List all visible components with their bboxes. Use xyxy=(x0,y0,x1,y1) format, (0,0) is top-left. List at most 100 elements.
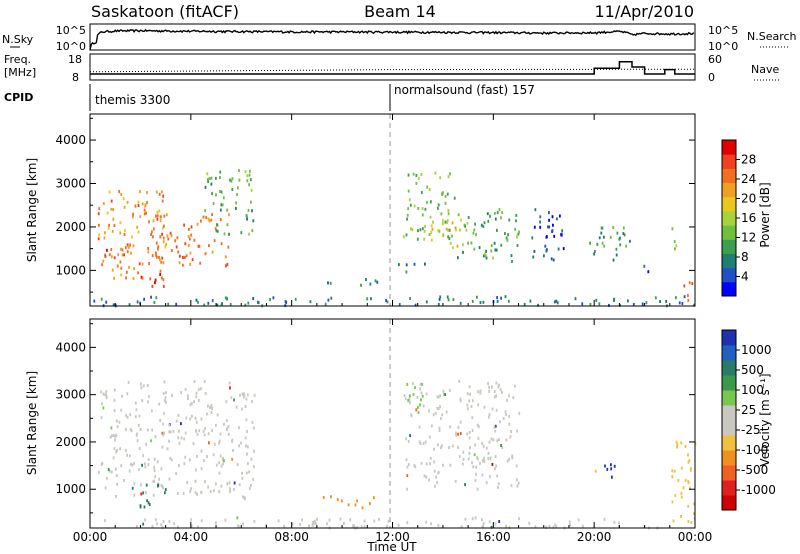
velocity-cells xyxy=(98,379,697,530)
echo-region-1 xyxy=(104,246,129,260)
noise-left-tick-top: 10^5 xyxy=(56,24,86,37)
echo-region-7 xyxy=(398,262,426,274)
power-panel: 1000 2000 3000 4000 Slant Range [km] 4 8 12 16… xyxy=(25,113,772,308)
x-tick-label: 04:00 xyxy=(174,530,209,544)
colorbar-tick-label: 1000 xyxy=(741,343,772,357)
y-tick-label: 1000 xyxy=(55,263,86,277)
cpid-mode-1: themis 3300 xyxy=(95,93,170,107)
colorbar-cell xyxy=(722,281,736,297)
freq-left-tick-top: 18 xyxy=(68,53,82,66)
noise-trace xyxy=(89,28,695,51)
colorbar-cell xyxy=(722,465,736,481)
velocity-colorbar: 1000 500 100 25 -25 -100 -500 -1000 xyxy=(721,329,776,511)
colorbar-cell xyxy=(722,239,736,254)
nsky-label: N.Sky xyxy=(2,33,34,46)
y-tick-label: 2000 xyxy=(55,435,86,449)
echo-region-7 xyxy=(104,516,696,530)
colorbar-tick-label: -100 xyxy=(741,443,768,457)
echo-region-0 xyxy=(97,190,167,280)
colorbar-tick-label: 25 xyxy=(741,403,756,417)
noise-panel: N.Sky 10^5 10^0 10^5 10^0 N.Search xyxy=(2,23,797,53)
colorbar-cell xyxy=(722,168,736,184)
beam-title: Beam 14 xyxy=(364,2,436,21)
echo-region-4 xyxy=(204,169,255,236)
colorbar-cell xyxy=(722,495,736,511)
colorbar-cell xyxy=(722,345,736,361)
colorbar-tick-label: 16 xyxy=(741,211,756,225)
echo-region-5 xyxy=(327,281,332,285)
colorbar-cell xyxy=(722,450,736,466)
freq-left-tick-bottom: 8 xyxy=(72,71,79,84)
colorbar-cell xyxy=(722,360,736,376)
echo-region-12 xyxy=(589,225,631,262)
time-axis: 00:00 04:00 08:00 12:00 16:00 20:00 00:00 xyxy=(73,114,713,544)
echo-region-0 xyxy=(98,380,256,501)
colorbar-cell xyxy=(722,375,736,391)
power-colorbar: 4 8 12 16 20 24 28 xyxy=(721,139,756,297)
echo-region-13 xyxy=(643,264,650,274)
colorbar-cell xyxy=(722,225,736,240)
velocity-panel: 1000 2000 3000 4000 Slant Range [km] 1000 50… xyxy=(25,318,776,530)
cpid-mode-2: normalsound (fast) 157 xyxy=(394,83,535,97)
noise-right-tick-top: 10^5 xyxy=(708,24,738,37)
echo-region-6 xyxy=(671,440,697,524)
nave-right-tick-bottom: 0 xyxy=(708,71,715,84)
colorbar-cell xyxy=(722,140,736,155)
y-tick-label: 3000 xyxy=(55,388,86,402)
station-title: Saskatoon (fitACF) xyxy=(91,2,239,21)
noise-left-tick-bottom: 10^0 xyxy=(56,40,86,53)
nave-line xyxy=(89,68,696,73)
nsky-line xyxy=(89,28,695,51)
colorbar-cell xyxy=(722,253,736,269)
mhz-label: [MHz] xyxy=(4,66,36,79)
power-colorbar-label: Power [dB] xyxy=(758,182,772,247)
colorbar-cell xyxy=(722,330,736,346)
echo-region-11 xyxy=(531,208,565,262)
colorbar-tick-label: -500 xyxy=(741,463,768,477)
colorbar-cell xyxy=(722,154,736,169)
echo-region-4 xyxy=(406,382,424,415)
colorbar-cell xyxy=(722,196,736,212)
power-ylabel: Slant Range [km] xyxy=(25,158,39,262)
colorbar-cell xyxy=(722,480,736,496)
colorbar-cell xyxy=(722,267,736,283)
freq-line xyxy=(90,61,695,75)
velocity-ylabel: Slant Range [km] xyxy=(25,371,39,475)
colorbar-tick-label: 100 xyxy=(741,383,764,397)
echo-region-1 xyxy=(131,483,167,509)
echo-region-15 xyxy=(683,281,694,302)
cpid-bar: CPID themis 3300 normalsound (fast) 157 xyxy=(4,83,535,111)
velocity-y-axis: 1000 2000 3000 4000 xyxy=(55,323,695,514)
time-axis-title: Time UT xyxy=(366,540,417,554)
echo-region-5 xyxy=(594,463,616,479)
colorbar-tick-label: 12 xyxy=(741,231,756,245)
colorbar-tick-label: 24 xyxy=(741,172,756,186)
colorbar-cell xyxy=(722,420,736,436)
x-tick-label: 08:00 xyxy=(274,530,309,544)
noise-right-tick-bottom: 10^0 xyxy=(708,40,738,53)
y-tick-label: 2000 xyxy=(55,220,86,234)
colorbar-cell xyxy=(722,405,736,421)
nave-label: Nave xyxy=(751,63,779,76)
x-tick-label: 16:00 xyxy=(476,530,511,544)
colorbar-tick-label: -25 xyxy=(741,423,761,437)
power-y-axis: 1000 2000 3000 4000 xyxy=(55,117,695,293)
colorbar-frame xyxy=(721,329,737,511)
colorbar-tick-label: 28 xyxy=(741,153,756,167)
echo-region-10 xyxy=(457,208,520,263)
cpid-label: CPID xyxy=(4,91,33,104)
x-tick-label: 00:00 xyxy=(73,530,108,544)
date-title: 11/Apr/2010 xyxy=(594,2,694,21)
freq-panel: Freq. [MHz] 18 8 60 0 Nave xyxy=(4,53,780,84)
echo-region-9 xyxy=(430,218,469,250)
freq-label: Freq. xyxy=(4,53,31,66)
echo-region-14 xyxy=(671,227,678,251)
colorbar-tick-label: -1000 xyxy=(741,483,776,497)
echo-region-2 xyxy=(322,495,375,510)
power-cells xyxy=(93,169,695,308)
x-tick-label: 12:00 xyxy=(375,530,410,544)
colorbar-cell xyxy=(722,435,736,451)
colorbar-cell xyxy=(722,210,736,226)
x-tick-label: 00:00 xyxy=(678,530,713,544)
